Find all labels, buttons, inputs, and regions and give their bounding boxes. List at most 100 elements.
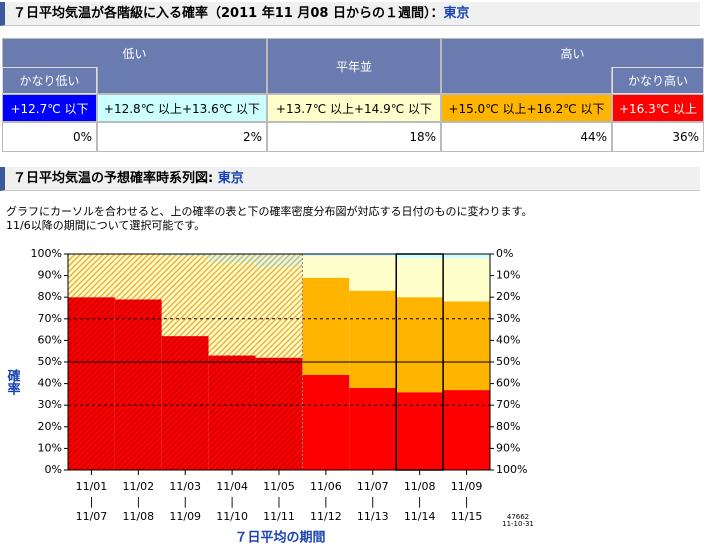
- x-tick-label: 11/02: [122, 480, 154, 493]
- x-tick-label: 11/01: [76, 480, 108, 493]
- bar-segment: [443, 301, 490, 391]
- x-tick-sep: |: [277, 495, 281, 508]
- y2-tick-label: 0%: [496, 247, 513, 260]
- bar-segment: [349, 254, 397, 257]
- group: 低い: [2, 38, 267, 67]
- y-tick-label: 70%: [38, 312, 62, 325]
- range: +12.7℃ 以下: [2, 94, 97, 122]
- bar-segment: [208, 254, 256, 263]
- y-tick-label: 50%: [38, 355, 62, 368]
- y-tick-label: 60%: [38, 333, 62, 346]
- prob: 36%: [612, 122, 704, 152]
- header: ７日平均気温が各階級に入る確率（2011 年11 月08 日からの１週間）：東京: [0, 2, 700, 26]
- bar-segment: [114, 299, 162, 470]
- x-tick-label: 11/14: [404, 510, 436, 523]
- y2-tick-label: 80%: [496, 420, 520, 433]
- bar-segment: [349, 387, 397, 470]
- x-tick-sep: |: [418, 495, 422, 508]
- note: 11/6以降の期間について選択可能です。: [6, 219, 206, 232]
- bar-segment: [208, 355, 256, 470]
- bar-segment: [302, 374, 350, 470]
- note: グラフにカーソルを合わせると、上の確率の表と下の確率密度分布図が対応する日付のも…: [6, 205, 533, 218]
- y2-tick-label: 70%: [496, 398, 520, 411]
- y2-tick-label: 60%: [496, 377, 520, 390]
- section-location[interactable]: 東京: [217, 171, 244, 186]
- x-axis-label: ７日平均の期間: [234, 530, 325, 546]
- x-tick-label: 11/04: [216, 480, 248, 493]
- bar-segment: [349, 290, 397, 388]
- range: +15.0℃ 以上+16.2℃ 以下: [441, 94, 612, 122]
- bar-segment: [68, 297, 115, 470]
- x-tick-sep: |: [136, 495, 140, 508]
- sub: かなり低い: [2, 67, 97, 94]
- bar-segment: [161, 254, 209, 257]
- header-title: ７日平均気温が各階級に入る確率（2011 年11 月08 日からの１週間）：: [13, 6, 444, 21]
- bar-segment: [443, 390, 490, 470]
- x-tick-sep: |: [90, 495, 94, 508]
- y2-tick-label: 30%: [496, 312, 520, 325]
- x-tick-label: 11/09: [451, 480, 483, 493]
- bar-segment: [396, 297, 444, 393]
- y2-tick-label: 10%: [496, 269, 520, 282]
- x-tick-sep: |: [183, 495, 187, 508]
- x-tick-label: 11/09: [169, 510, 201, 523]
- x-tick-label: 11/08: [404, 480, 436, 493]
- x-tick-label: 11/12: [310, 510, 342, 523]
- y2-tick-label: 20%: [496, 290, 520, 303]
- footnote: 11-10-31: [502, 520, 534, 528]
- x-tick-label: 11/11: [263, 510, 295, 523]
- range: +16.3℃ 以上: [612, 94, 704, 122]
- x-tick-label: 11/10: [216, 510, 248, 523]
- y2-tick-label: 100%: [496, 463, 527, 476]
- x-tick-sep: |: [371, 495, 375, 508]
- section-title: ７日平均気温の予想確率時系列図:: [13, 171, 218, 186]
- y2-tick-label: 90%: [496, 441, 520, 454]
- y-tick-label: 20%: [38, 420, 62, 433]
- bar-segment: [396, 392, 444, 470]
- bar-segment: [443, 254, 490, 259]
- prob: 44%: [441, 122, 612, 152]
- group: 高い: [441, 38, 704, 67]
- range: +12.8℃ 以上+13.6℃ 以下: [97, 94, 267, 122]
- bar-segment: [255, 357, 303, 470]
- prob: 0%: [2, 122, 97, 152]
- bar-segment: [161, 256, 209, 337]
- bar-segment: [255, 254, 303, 267]
- bar-segment: [302, 254, 350, 257]
- x-tick-sep: |: [465, 495, 469, 508]
- x-tick-label: 11/06: [310, 480, 342, 493]
- x-tick-label: 11/13: [357, 510, 389, 523]
- y-tick-label: 100%: [31, 247, 62, 260]
- prob: 18%: [267, 122, 441, 152]
- bar-segment: [302, 256, 350, 278]
- plot-bg: [68, 254, 490, 470]
- bar-segment: [161, 336, 209, 470]
- y-tick-label: 40%: [38, 377, 62, 390]
- cell: [441, 67, 612, 94]
- prob: 2%: [97, 122, 267, 152]
- bar-segment: [208, 262, 256, 356]
- bar-segment: [396, 254, 444, 259]
- y-tick-label: 0%: [45, 463, 62, 476]
- footnote: 47662: [507, 513, 529, 521]
- sub: かなり高い: [612, 67, 704, 94]
- x-tick-label: 11/03: [169, 480, 201, 493]
- y-tick-label: 80%: [38, 290, 62, 303]
- cell: [97, 67, 267, 94]
- y-tick-label: 30%: [38, 398, 62, 411]
- bar-segment: [349, 256, 397, 291]
- x-tick-label: 11/07: [357, 480, 389, 493]
- y-axis-label: 確率: [5, 368, 21, 396]
- bar-segment: [255, 266, 303, 358]
- y-tick-label: 90%: [38, 269, 62, 282]
- plot-frame: [67, 253, 491, 471]
- header-location[interactable]: 東京: [443, 6, 470, 21]
- y-tick-label: 10%: [38, 441, 62, 454]
- bar-segment: [302, 277, 350, 375]
- x-tick-label: 11/15: [451, 510, 483, 523]
- bar-segment: [396, 258, 444, 298]
- selection: [395, 253, 444, 471]
- bar-segment: [114, 254, 162, 300]
- section-header: ７日平均気温の予想確率時系列図: 東京: [0, 167, 700, 191]
- bar-segment: [443, 258, 490, 302]
